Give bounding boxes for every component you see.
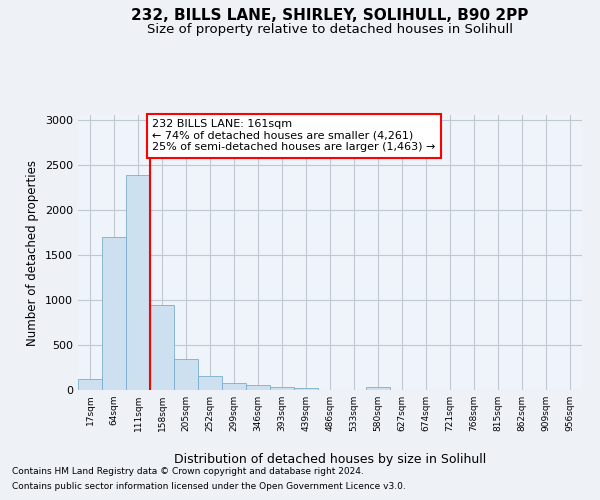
Text: Contains HM Land Registry data © Crown copyright and database right 2024.: Contains HM Land Registry data © Crown c… [12, 467, 364, 476]
Bar [294, 388, 318, 390]
Text: Size of property relative to detached houses in Solihull: Size of property relative to detached ho… [147, 22, 513, 36]
Text: 232, BILLS LANE, SHIRLEY, SOLIHULL, B90 2PP: 232, BILLS LANE, SHIRLEY, SOLIHULL, B90 … [131, 8, 529, 22]
Bar [102, 236, 126, 390]
Y-axis label: Number of detached properties: Number of detached properties [26, 160, 40, 346]
Bar [198, 376, 222, 390]
Text: 232 BILLS LANE: 161sqm
← 74% of detached houses are smaller (4,261)
25% of semi-: 232 BILLS LANE: 161sqm ← 74% of detached… [152, 119, 436, 152]
Bar [150, 305, 174, 390]
Bar [246, 385, 270, 390]
Bar [222, 383, 246, 390]
Bar [366, 387, 390, 390]
Bar [126, 176, 150, 390]
Bar [78, 379, 102, 390]
Bar [174, 360, 198, 390]
Text: Contains public sector information licensed under the Open Government Licence v3: Contains public sector information licen… [12, 482, 406, 491]
Text: Distribution of detached houses by size in Solihull: Distribution of detached houses by size … [174, 452, 486, 466]
Bar [270, 387, 294, 390]
